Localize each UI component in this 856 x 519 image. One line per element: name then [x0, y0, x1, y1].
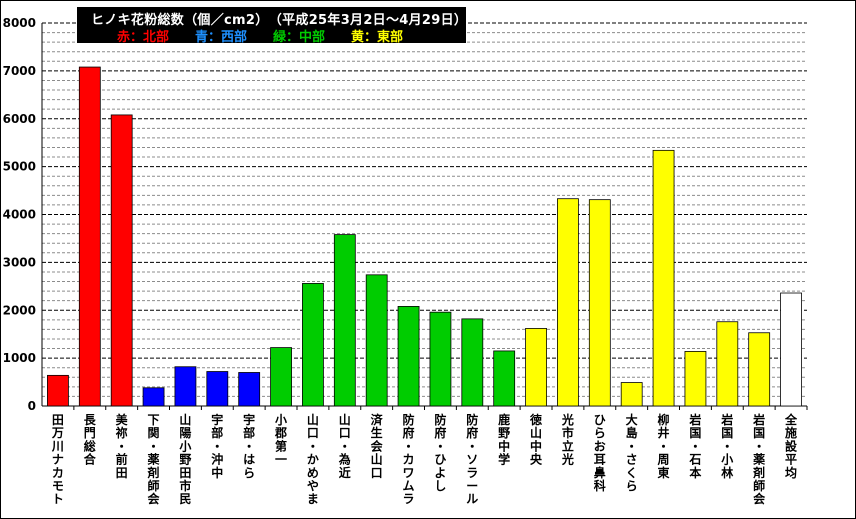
bar: [302, 283, 324, 407]
y-tick-label: 0: [28, 399, 36, 413]
bar: [238, 372, 261, 407]
bar: [78, 66, 101, 407]
bar: [333, 234, 356, 407]
bar: [174, 366, 197, 407]
legend-west: 青：西部: [195, 30, 248, 45]
x-tick-label: 美祢・前田: [116, 412, 129, 480]
y-tick-label: 7000: [3, 64, 36, 78]
bar: [270, 347, 292, 407]
bar: [748, 332, 771, 407]
bar: [110, 114, 133, 407]
bar: [47, 374, 69, 407]
bar: [493, 350, 516, 407]
legend-central: 緑：中部: [273, 30, 326, 45]
x-tick-label: ひらお耳鼻科: [594, 413, 606, 493]
chart-title-box: ヒノキ花粉総数（個／cm2） （平成25年3月2日～4月29日） 赤：北部 青：西…: [77, 7, 468, 45]
y-tick-label: 6000: [3, 112, 36, 126]
x-tick-label: 山口・かめやま: [307, 412, 319, 506]
region-legend: 赤：北部 青：西部 緑：中部 黄：東部: [117, 26, 429, 45]
bar: [461, 318, 484, 407]
x-tick-label: 山陽小野田市民: [179, 412, 191, 506]
bar: [620, 382, 643, 407]
bar: [652, 149, 675, 407]
x-tick-label: 宇部・沖中: [211, 412, 223, 480]
y-tick-label: 3000: [3, 255, 36, 269]
bar: [557, 198, 579, 407]
bar: [716, 321, 739, 407]
x-tick-label: 田万川ナカモト: [51, 413, 64, 506]
x-tick-label: 防府・ひよし: [434, 412, 446, 493]
x-tick-label: 岩国・小林: [720, 412, 733, 480]
bar: [588, 199, 611, 407]
x-tick-label: 山口・為近: [339, 412, 351, 480]
y-tick-label: 5000: [3, 160, 36, 174]
y-tick-label: 1000: [3, 351, 36, 365]
x-tick-label: 岩国・薬剤師会: [752, 412, 766, 506]
x-tick-label: 光市立光: [561, 412, 574, 467]
bar: [206, 371, 229, 407]
x-tick-label: 鹿野中学: [498, 412, 510, 467]
bar: [142, 387, 165, 407]
bar: [429, 311, 452, 407]
x-tick-label: 防府・カワムラ: [403, 412, 415, 506]
x-tick-label: 防府・ソラール: [466, 412, 478, 506]
x-tick-label: 下関・薬剤師会: [147, 413, 161, 506]
x-tick-label: 全施設平均: [784, 412, 798, 480]
y-tick-label: 2000: [3, 303, 36, 317]
bar: [780, 292, 802, 407]
bar: [684, 351, 707, 407]
legend-east: 黄：東部: [351, 30, 404, 45]
bar: [525, 328, 547, 407]
x-tick-label: 岩国・石本: [688, 412, 701, 480]
x-tick-label: 長門総合: [84, 412, 97, 467]
x-tick-label: 宇部・はら: [243, 412, 255, 480]
x-tick-label: 徳山中央: [529, 412, 543, 467]
bar: [365, 274, 388, 407]
x-tick-label: 大島・さくら: [626, 412, 638, 493]
x-tick-label: 済生会山口: [371, 412, 384, 480]
x-tick-label: 小郡第一: [274, 412, 287, 467]
y-tick-label: 4000: [3, 208, 36, 222]
x-tick-label: 柳井・周東: [658, 412, 670, 480]
bar: [397, 306, 420, 407]
chart-title: ヒノキ花粉総数（個／cm2） （平成25年3月2日～4月29日）: [91, 13, 468, 28]
y-tick-label: 8000: [3, 16, 36, 30]
legend-north: 赤：北部: [117, 30, 170, 45]
